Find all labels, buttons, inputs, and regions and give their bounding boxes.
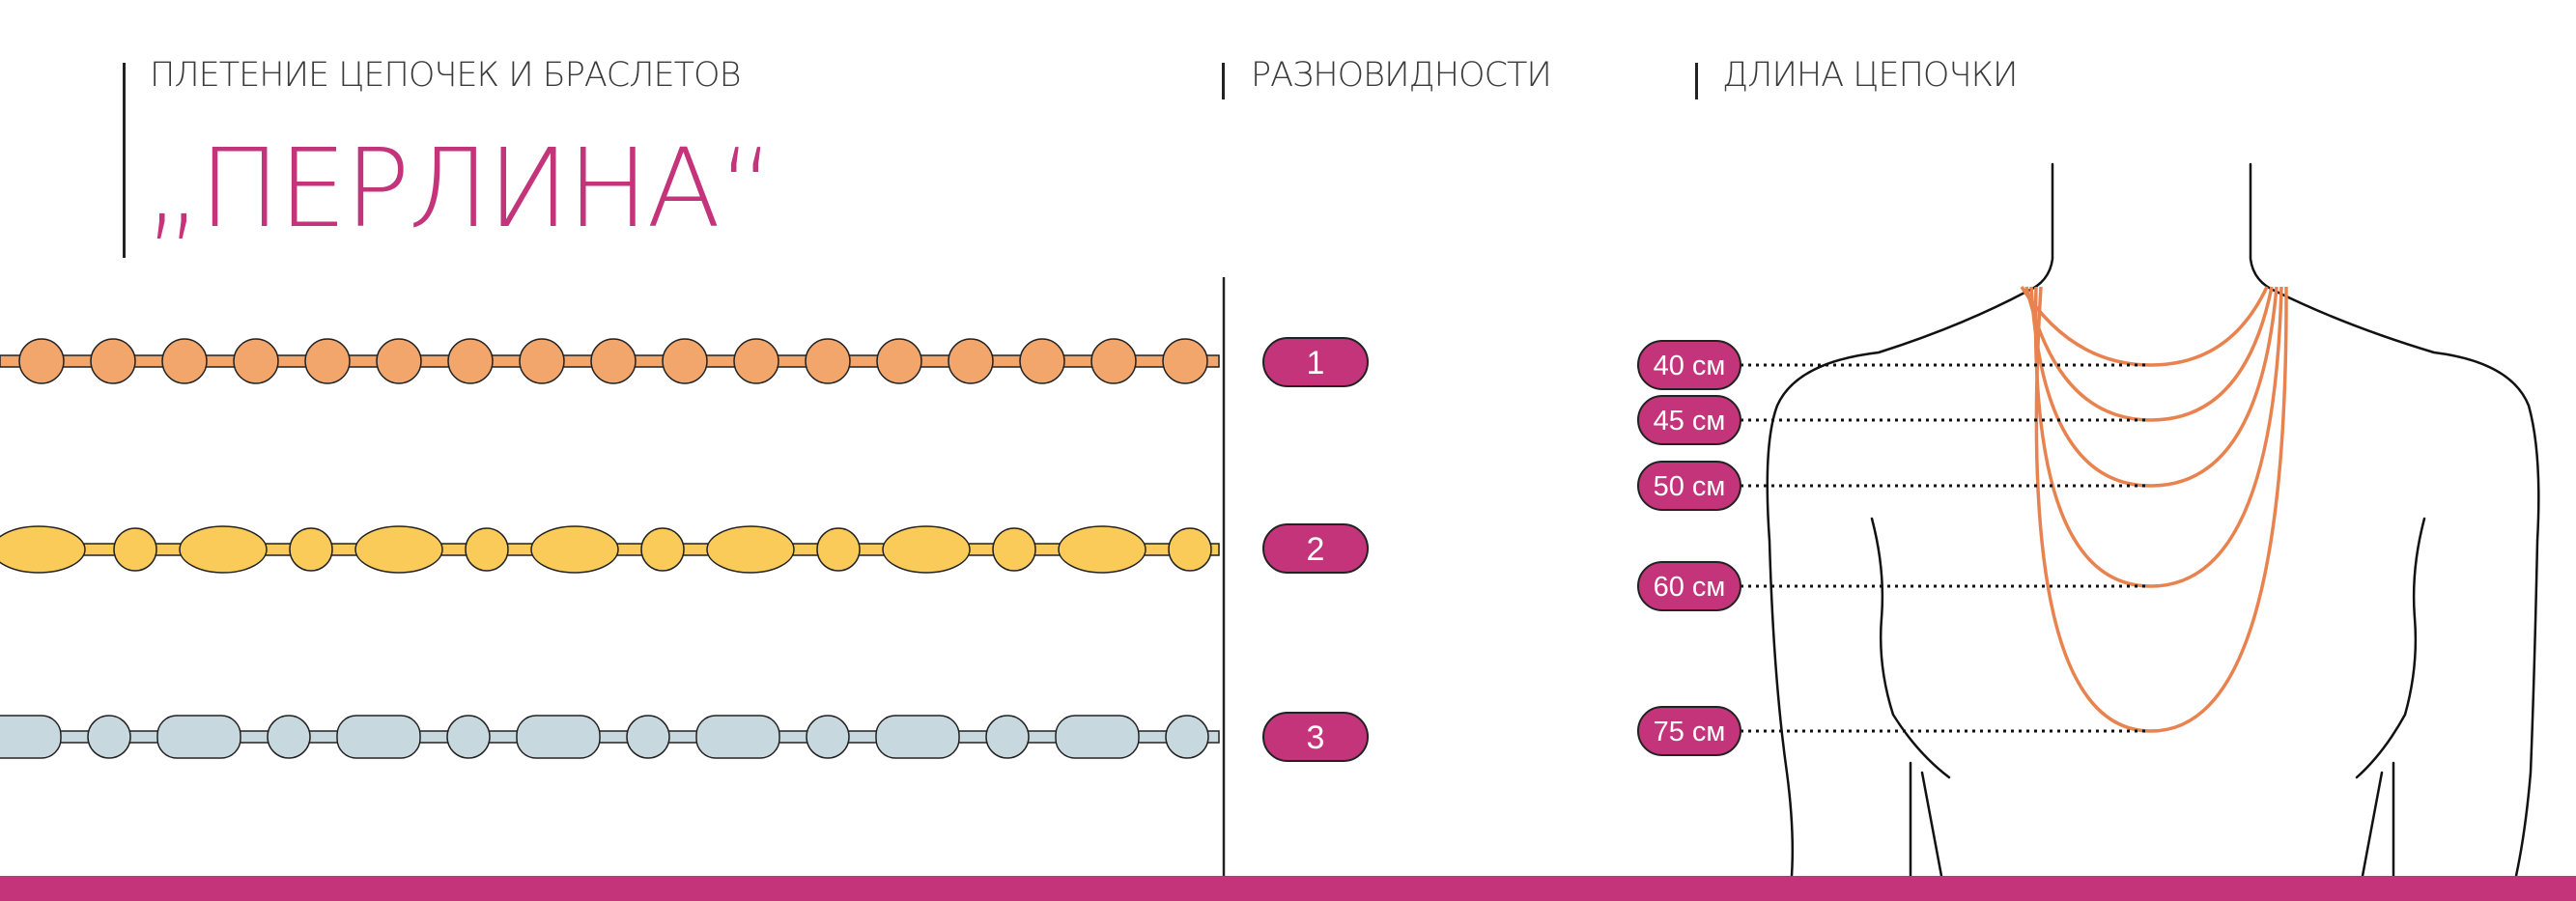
- chain-3-capsule-bead: [875, 715, 960, 759]
- weave-title: ПЛЕТЕНИЕ ЦЕПОЧЕК И БРАСЛЕТОВ: [150, 56, 742, 95]
- variety-badge-label: 3: [1307, 719, 1325, 756]
- chain-1-bead: [948, 338, 994, 384]
- necklace-40: [2020, 286, 2269, 367]
- chain-3-capsule-bead: [695, 715, 780, 759]
- chain-2-oval-bead: [179, 525, 268, 574]
- chain-1-bead: [447, 338, 494, 384]
- chain-3-round-bead: [87, 715, 131, 759]
- chain-1-bead: [876, 338, 922, 384]
- length-badges: 40 см 45 см 50 см 60 см 75 см: [1637, 340, 1741, 756]
- chain-1-bead: [18, 338, 65, 384]
- chain-3-capsule-bead: [0, 715, 62, 759]
- torso-outline: [1766, 162, 2540, 878]
- footer-bar: [0, 876, 2576, 901]
- chain-3-capsule-bead: [156, 715, 241, 759]
- title-divider: [123, 63, 126, 258]
- chain-3-round-bead: [267, 715, 311, 759]
- chain-3-round-bead: [806, 715, 850, 759]
- necklace-60: [2033, 286, 2283, 588]
- length-badge-40: 40 см: [1637, 340, 1741, 390]
- length-badge-label: 50 см: [1654, 471, 1726, 502]
- chain-1-bead: [161, 338, 208, 384]
- chain-2-round-bead: [816, 527, 861, 572]
- necklaces: [2020, 286, 2288, 733]
- necklace-50: [2029, 286, 2279, 488]
- chain-3-round-bead: [626, 715, 670, 759]
- length-badge-label: 40 см: [1654, 351, 1726, 381]
- variety-badge-1: 1: [1262, 337, 1369, 387]
- chain-3-round-bead: [985, 715, 1030, 759]
- chain-3-capsule-bead: [1055, 715, 1140, 759]
- chain-samples: [0, 338, 1220, 759]
- chain-2-round-bead: [640, 527, 685, 572]
- chain-2-round-bead: [289, 527, 333, 572]
- length-badge-label: 45 см: [1654, 406, 1726, 436]
- chain-2-oval-bead: [882, 525, 971, 574]
- length-badge-45: 45 см: [1637, 395, 1741, 445]
- chain-1-bead: [1019, 338, 1065, 384]
- variety-badge-3: 3: [1262, 712, 1369, 762]
- chain-2-round-bead: [1168, 527, 1212, 572]
- chain-1-bead: [304, 338, 351, 384]
- chain-3-capsule-bead: [336, 715, 421, 759]
- chain-2-oval-bead: [0, 525, 86, 574]
- chain-1-bead: [1090, 338, 1137, 384]
- length-badge-label: 75 см: [1654, 717, 1726, 747]
- chain-1-bead: [519, 338, 565, 384]
- chain-1-bead: [662, 338, 708, 384]
- chain-2-oval-bead: [354, 525, 443, 574]
- chain-3-round-bead: [446, 715, 491, 759]
- chain-3-capsule-bead: [516, 715, 601, 759]
- variety-badge-label: 2: [1307, 531, 1325, 568]
- chain-1-bead: [805, 338, 851, 384]
- chain-2-oval-bead: [1058, 525, 1146, 574]
- varieties-divider: [1222, 63, 1225, 99]
- chain-2-round-bead: [992, 527, 1036, 572]
- chain-2-round-bead: [465, 527, 509, 572]
- chain-1-bead: [376, 338, 422, 384]
- chain-1-bead: [590, 338, 637, 384]
- necklace-45: [2024, 286, 2274, 422]
- necklace-75: [2034, 286, 2288, 733]
- length-badge-75: 75 см: [1637, 706, 1741, 756]
- length-badge-50: 50 см: [1637, 461, 1741, 511]
- length-title: ДЛИНА ЦЕПОЧКИ: [1722, 56, 2018, 95]
- variety-badges: 1 2 3: [1262, 337, 1369, 762]
- chain-2-oval-bead: [530, 525, 619, 574]
- length-divider: [1695, 63, 1698, 99]
- length-badge-label: 60 см: [1654, 572, 1726, 603]
- chain-1-bead: [90, 338, 136, 384]
- chain-3-round-bead: [1165, 715, 1209, 759]
- chain-2-oval-bead: [706, 525, 795, 574]
- variety-badge-2: 2: [1262, 523, 1369, 574]
- length-badge-60: 60 см: [1637, 561, 1741, 611]
- variety-badge-label: 1: [1307, 345, 1325, 381]
- chain-name-title: „ПЕРЛИНА“: [145, 127, 775, 252]
- chain-2-round-bead: [113, 527, 157, 572]
- length-guides: [1741, 363, 2148, 733]
- varieties-title: РАЗНОВИДНОСТИ: [1251, 56, 1552, 95]
- chain-1-bead: [233, 338, 279, 384]
- chain-1-bead: [733, 338, 779, 384]
- chain-1-bead: [1162, 338, 1208, 384]
